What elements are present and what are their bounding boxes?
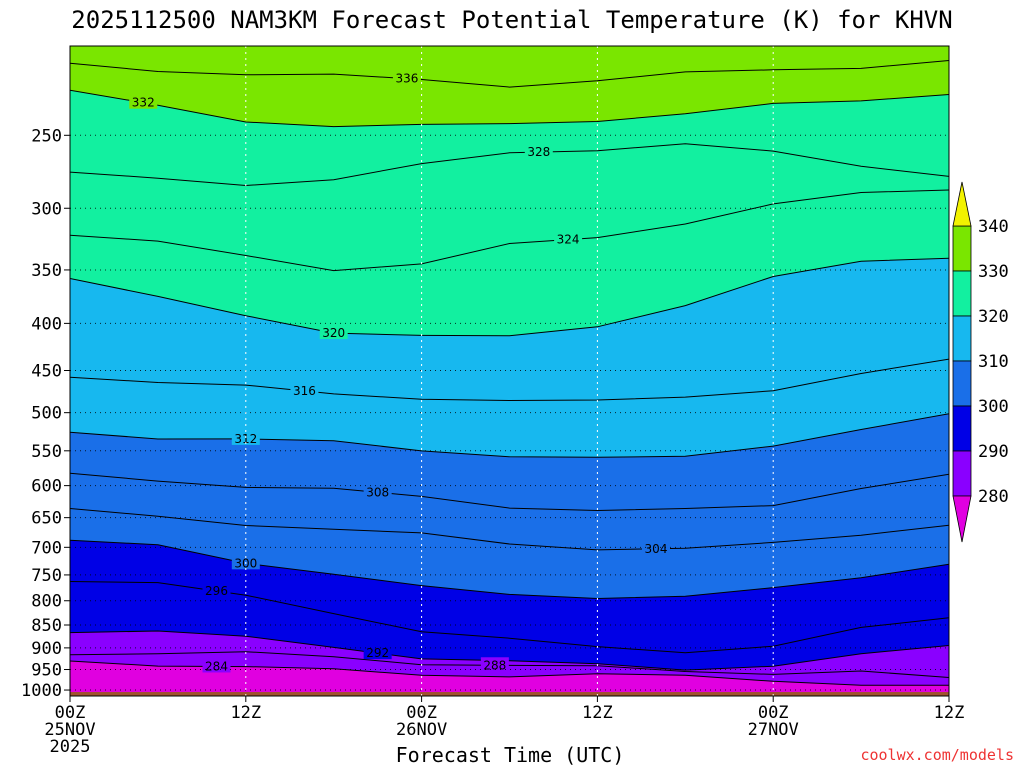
contour-316: [70, 358, 949, 402]
contour-label-336: 336: [395, 72, 418, 86]
contour-324: [70, 189, 949, 272]
x-tick-label: 00Z: [55, 703, 86, 723]
x-axis-label: Forecast Time (UTC): [396, 743, 625, 767]
band-fill-336: [70, 46, 949, 88]
contour-320: [70, 257, 949, 337]
contour-label-288: 288: [483, 658, 506, 672]
colorbar-segment: [952, 315, 972, 362]
y-tick-label-600: 600: [31, 477, 62, 497]
colorbar-tick-label-320: 320: [978, 307, 1009, 327]
colorbar-tick-label-290: 290: [978, 442, 1009, 462]
credit-text: coolwx.com/models: [860, 746, 1014, 764]
y-tick-label-400: 400: [31, 314, 62, 334]
colorbar-tick-label-310: 310: [978, 352, 1009, 372]
y-tick-label-300: 300: [31, 199, 62, 219]
contour-label-bg: [524, 144, 553, 159]
contour-336: [70, 60, 949, 88]
y-tick-label-750: 750: [31, 566, 62, 586]
contour-label-284: 284: [205, 659, 228, 673]
plot-area: 284 2882922963003043083123163203243283323…: [70, 46, 949, 696]
contour-label-bg: [642, 540, 670, 555]
colorbar-segment: [952, 270, 972, 317]
contour-312: [70, 413, 949, 458]
x-tick-label: 00Z: [406, 703, 437, 723]
colorbar-tick-label-300: 300: [978, 397, 1009, 417]
contour-304: [70, 508, 949, 551]
x-tick-label: 2025: [50, 737, 91, 757]
contour-label-bg: [290, 382, 319, 397]
contour-label-bg: [129, 94, 158, 109]
contour-label-bg: [554, 231, 583, 246]
y-tick-label-900: 900: [31, 639, 62, 659]
grid: [70, 46, 949, 696]
contour-label-316: 316: [293, 384, 316, 398]
x-tick-label: 12Z: [230, 703, 261, 723]
colorbar-segment: [952, 405, 972, 452]
contour-label-304: 304: [645, 542, 668, 556]
contour-label-bg: [202, 582, 231, 597]
contour-label-bg: [392, 70, 421, 85]
colorbar-segment: [952, 450, 972, 497]
y-tick-label-850: 850: [31, 616, 62, 636]
y-tick-label-500: 500: [31, 404, 62, 424]
contour-332: [70, 89, 949, 128]
x-tick-label: 26NOV: [396, 720, 447, 740]
contour-label-308: 308: [366, 485, 389, 499]
y-tick-label-700: 700: [31, 538, 62, 558]
y-tick-label-950: 950: [31, 661, 62, 681]
y-tick-label-450: 450: [31, 362, 62, 382]
contour-328: [70, 143, 949, 187]
contour-label-bg: [480, 657, 509, 672]
colorbar-segment: [952, 225, 972, 272]
y-tick-label-550: 550: [31, 442, 62, 462]
contour-label-312: 312: [234, 432, 257, 446]
contour-label-292: 292: [366, 646, 389, 660]
contour-308: [70, 472, 949, 512]
contour-label-bg: [202, 658, 231, 673]
contour-label-bg: [363, 484, 392, 499]
x-tick-label: 00Z: [758, 703, 789, 723]
contour-292: [70, 630, 949, 671]
contour-label-320: 320: [322, 326, 345, 340]
contour-label-332: 332: [132, 96, 155, 110]
y-tick-label-1000: 1000: [21, 681, 62, 701]
x-tick-label: 12Z: [934, 703, 965, 723]
y-tick-label-250: 250: [31, 126, 62, 146]
colorbar-tick-label-340: 340: [978, 217, 1009, 237]
contour-300: [70, 539, 949, 600]
contour-label-328: 328: [527, 145, 550, 159]
contour-label-bg: [363, 645, 392, 660]
x-tick-label: 12Z: [582, 703, 613, 723]
contour-label-bg: [319, 325, 348, 340]
chart-title: 2025112500 NAM3KM Forecast Potential Tem…: [71, 6, 952, 34]
x-tick-label: 25NOV: [44, 720, 95, 740]
ground-surface: [70, 692, 949, 696]
y-tick-label-800: 800: [31, 592, 62, 612]
y-tick-label-650: 650: [31, 509, 62, 529]
colorbar-tick-label-330: 330: [978, 262, 1009, 282]
colorbar-bottom-arrow: [952, 495, 972, 543]
contour-label-324: 324: [557, 233, 580, 247]
y-tick-label-350: 350: [31, 261, 62, 281]
colorbar-segment: [952, 360, 972, 407]
colorbar-tick-label-280: 280: [978, 487, 1009, 507]
contour-288: [70, 651, 949, 678]
contour-label-296: 296: [205, 584, 228, 598]
colorbar: 280 290 300 310 320 330 340: [952, 181, 1009, 543]
x-tick-label: 27NOV: [748, 720, 799, 740]
colorbar-top-arrow: [952, 181, 972, 227]
